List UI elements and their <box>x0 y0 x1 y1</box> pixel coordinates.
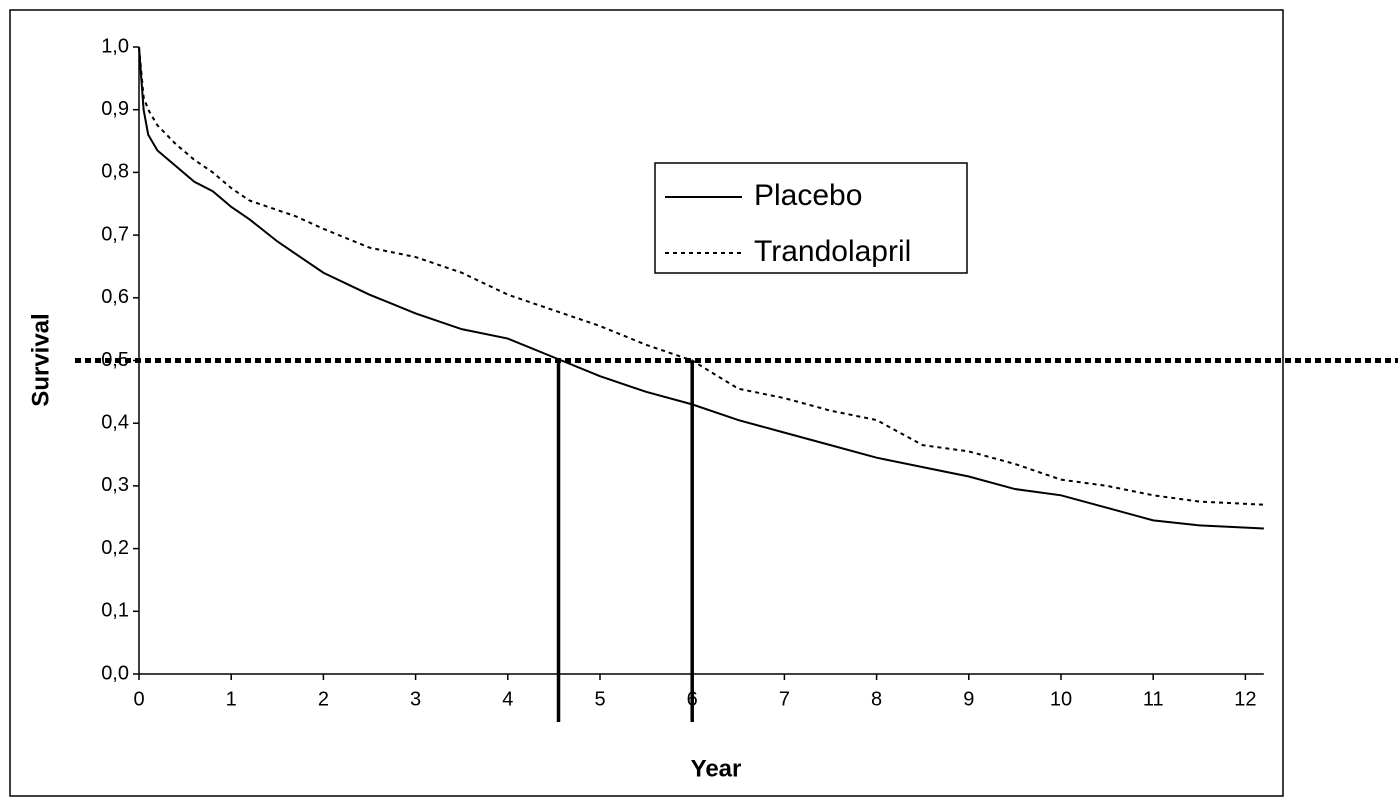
x-tick-label: 1 <box>226 688 237 710</box>
x-tick-label: 8 <box>871 688 882 710</box>
x-tick-label: 11 <box>1143 688 1164 710</box>
y-tick-label: 0,0 <box>101 662 129 684</box>
x-tick-label: 10 <box>1050 688 1072 710</box>
x-tick-label: 3 <box>410 688 421 710</box>
y-tick-label: 0,4 <box>101 411 129 433</box>
y-tick-label: 0,7 <box>101 223 129 245</box>
x-tick-label: 2 <box>318 688 329 710</box>
y-axis-label: Survival <box>27 313 54 406</box>
y-tick-label: 1,0 <box>101 35 129 57</box>
legend-label: Trandolapril <box>754 235 911 268</box>
y-tick-label: 0,9 <box>101 98 129 120</box>
y-tick-label: 0,6 <box>101 286 129 308</box>
y-tick-label: 0,1 <box>101 600 129 622</box>
x-tick-label: 7 <box>779 688 790 710</box>
y-tick-label: 0,3 <box>101 474 129 496</box>
x-tick-label: 4 <box>502 688 513 710</box>
y-tick-label: 0,2 <box>101 537 129 559</box>
legend-box <box>654 162 968 274</box>
survival-curve <box>138 46 1264 506</box>
x-tick-label: 0 <box>133 688 144 710</box>
x-tick-label: 5 <box>594 688 605 710</box>
chart-frame <box>9 9 1284 797</box>
x-axis-label: Year <box>691 755 742 782</box>
x-tick-label: 12 <box>1234 688 1256 710</box>
y-tick-label: 0,8 <box>101 161 129 183</box>
survival-curve <box>138 46 1264 530</box>
x-tick-label: 9 <box>963 688 974 710</box>
legend-label: Placebo <box>754 179 862 212</box>
